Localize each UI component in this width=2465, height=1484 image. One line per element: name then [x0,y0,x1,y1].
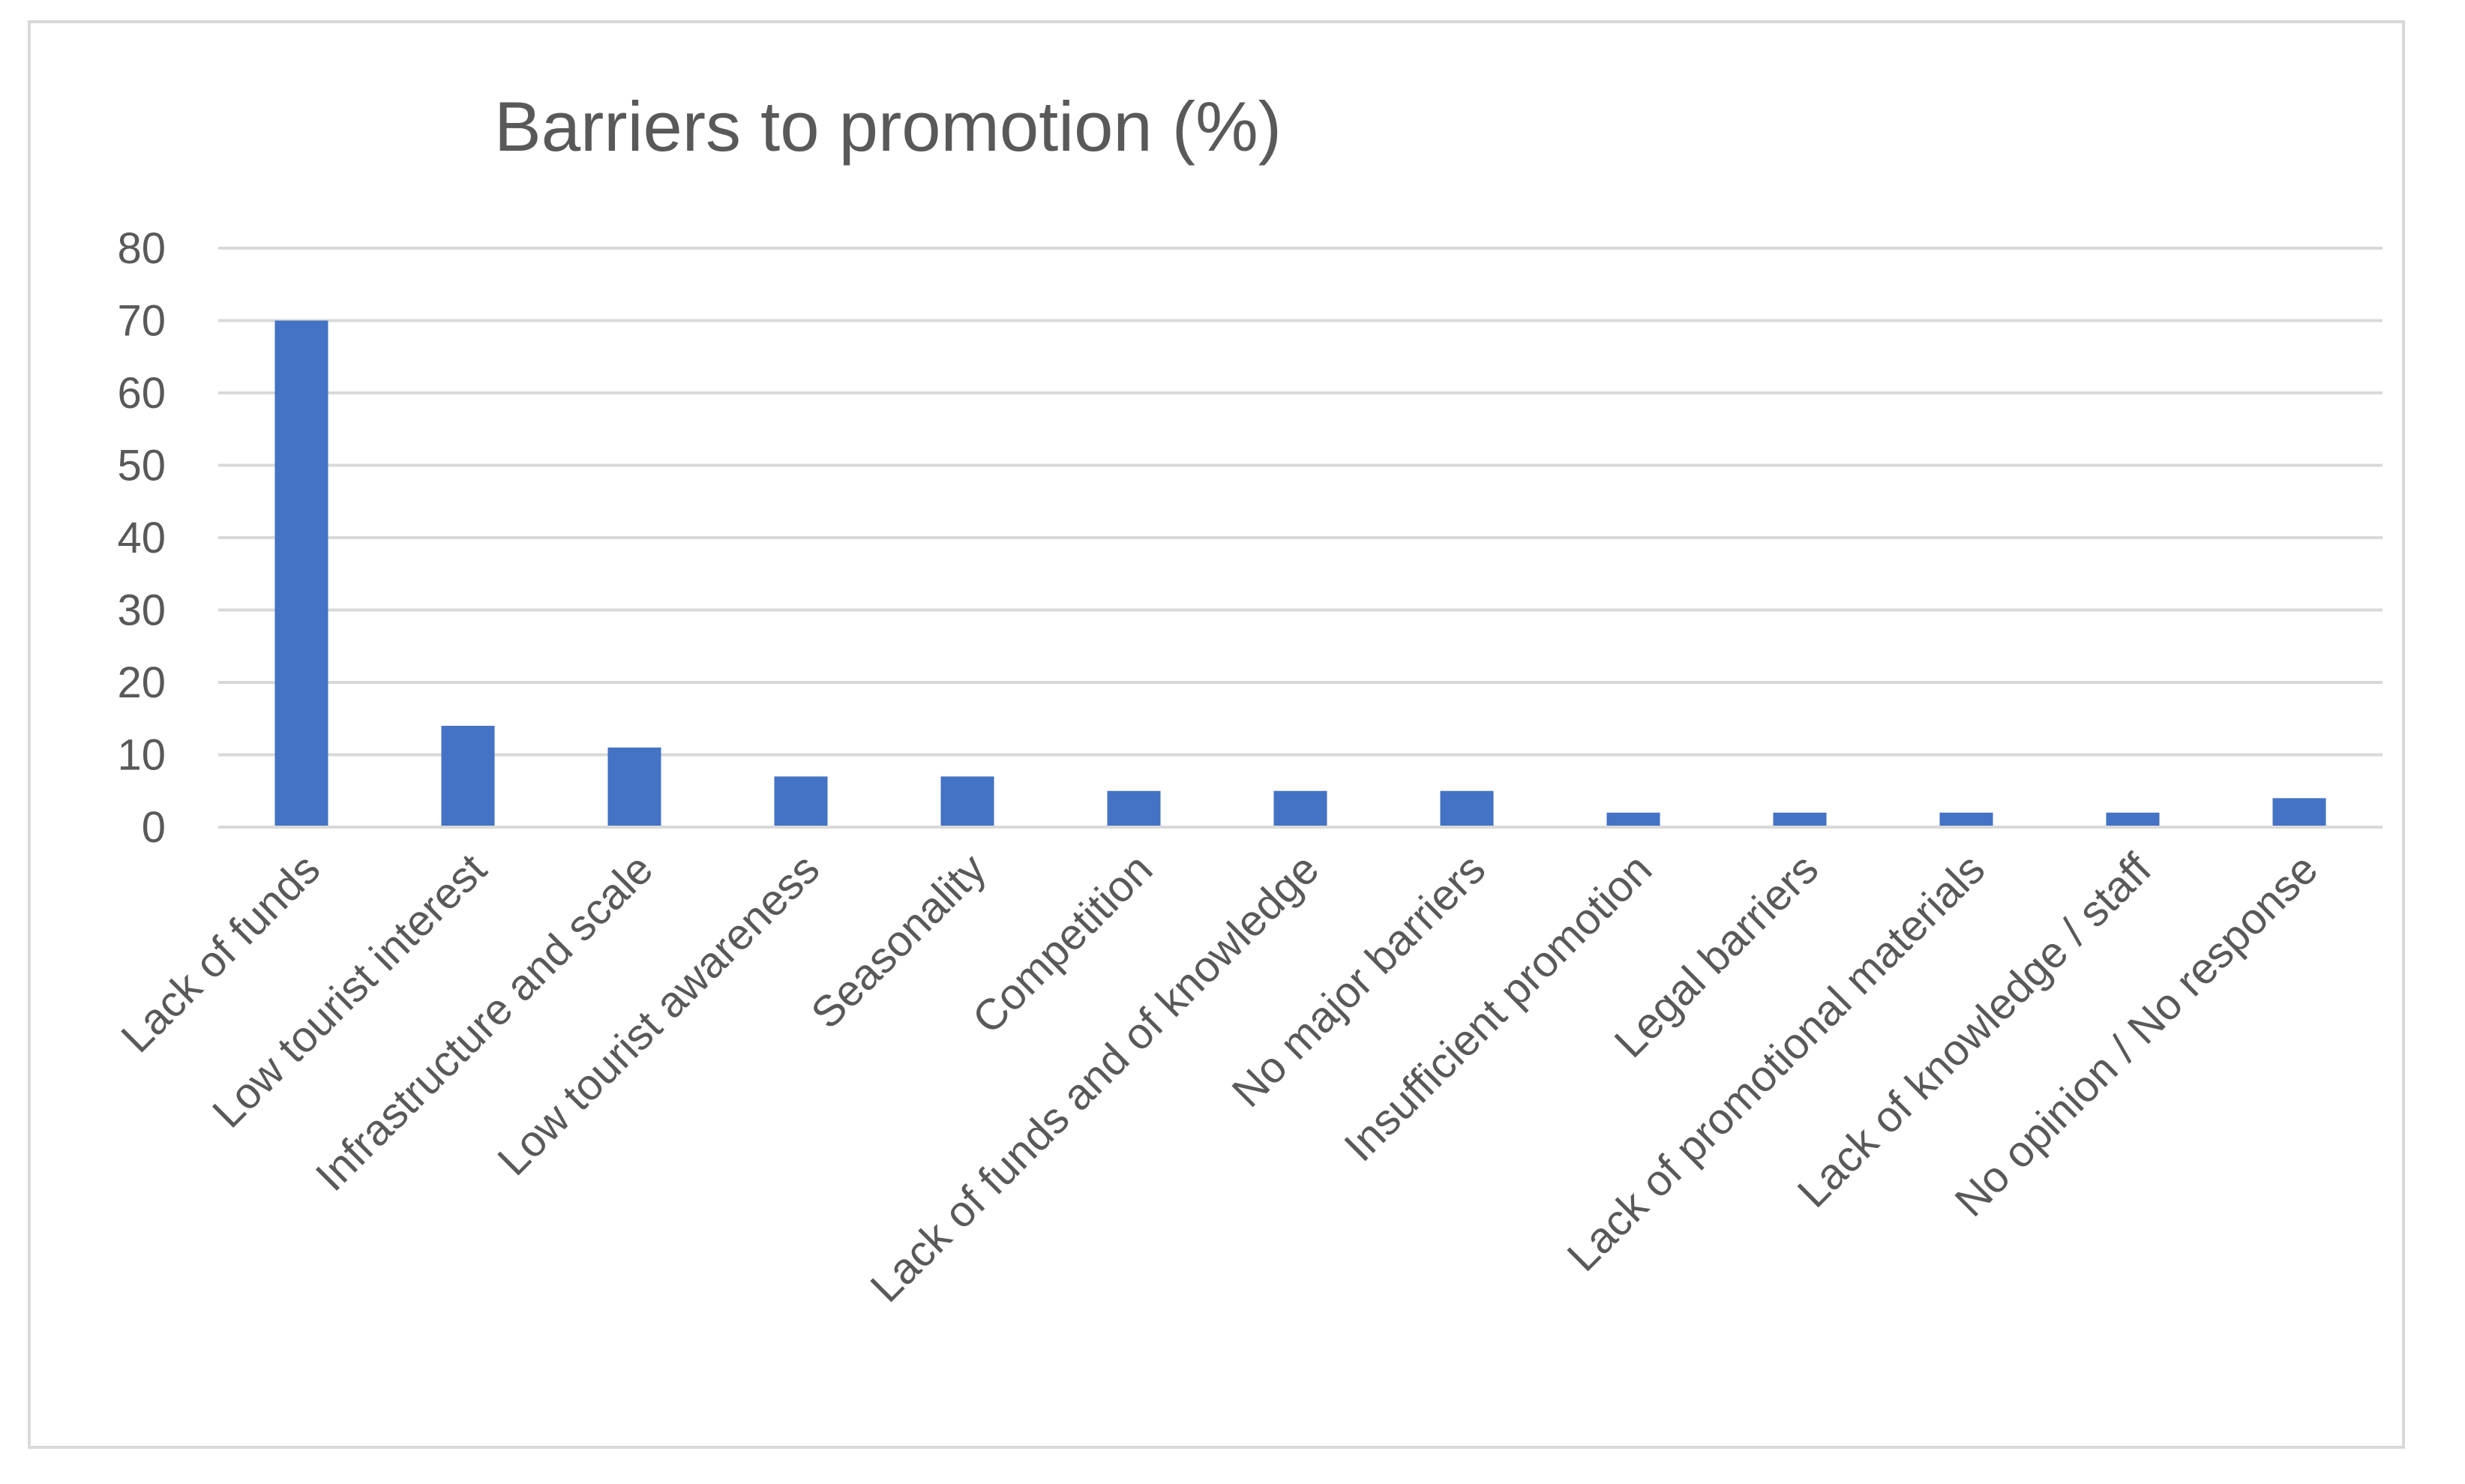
x-tick-label: Insufficient promotion [1335,844,1661,1171]
y-tick-label: 50 [117,442,166,490]
bar [2272,798,2326,827]
bar [1440,790,1494,827]
y-tick-label: 60 [117,369,166,418]
bar [2106,812,2160,827]
bar [774,776,828,827]
bar [274,320,328,827]
bars [274,320,2326,827]
gridlines [218,247,2383,757]
y-tick-label: 10 [117,731,166,780]
chart-title: Barriers to promotion (%) [494,87,1282,166]
x-tick-label: Infrastructure and scale [307,844,663,1201]
chart-area: Barriers to promotion (%) 0 10 20 30 40 50 60 7… [28,20,2405,1449]
bar [940,776,994,827]
bar [607,747,661,827]
bar [1273,790,1327,827]
y-axis-ticks: 0 10 20 30 40 50 60 70 80 [117,224,166,852]
bar-chart: Barriers to promotion (%) 0 10 20 30 40 50 60 7… [112,87,2383,1312]
bar [441,725,495,827]
y-tick-label: 40 [117,514,166,562]
y-tick-label: 30 [117,586,166,635]
bar [1939,812,1993,827]
y-tick-label: 0 [142,803,166,852]
bar [1606,812,1660,827]
y-tick-label: 20 [117,658,166,707]
x-tick-label: Lack of knowledge / staff [1789,844,2161,1217]
x-tick-label: Low tourist awareness [488,844,829,1185]
x-tick-label: Low tourist interest [203,844,496,1137]
y-tick-label: 80 [117,224,166,273]
y-tick-label: 70 [117,297,166,346]
bar [1773,812,1827,827]
bar [1107,790,1161,827]
